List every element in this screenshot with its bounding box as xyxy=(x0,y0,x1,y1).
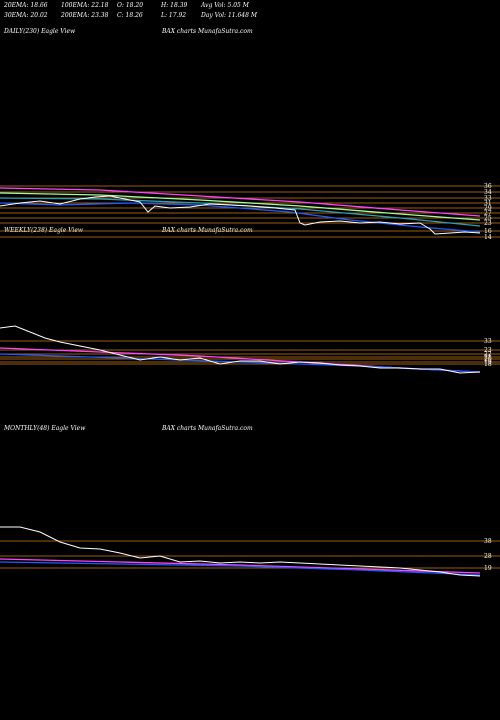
y-tick-label: 16 xyxy=(484,228,492,235)
monthly-site-label: BAX charts MunafaSutra.com xyxy=(162,425,253,432)
y-tick-label: 18 xyxy=(484,361,492,368)
ema_200-series xyxy=(0,187,481,217)
y-tick-label: 33 xyxy=(484,338,492,345)
daily-panel-label: DAILY(230) Eagle View xyxy=(4,28,76,35)
monthly-panel-label: MONTHLY(48) Eagle View xyxy=(4,425,86,432)
stat-low: L: 17.92 xyxy=(161,12,187,19)
price-series xyxy=(0,195,481,235)
y-tick-label: 29 xyxy=(484,205,492,212)
price-series xyxy=(0,325,481,374)
y-tick-label: 25 xyxy=(484,215,492,222)
y-tick-label: 22 xyxy=(484,351,492,358)
weekly-panel-label: WEEKLY(238) Eagle View xyxy=(4,227,84,234)
y-tick-label: 21 xyxy=(484,354,492,361)
stat-30ema: 30EMA: 20.02 xyxy=(4,12,48,19)
y-tick-label: 23 xyxy=(484,220,492,227)
y-tick-label: 38 xyxy=(484,538,492,545)
y-tick-label: 31 xyxy=(484,200,492,207)
y-tick-label: 19 xyxy=(484,359,492,366)
stat-day-vol: Day Vol: 11.648 M xyxy=(201,12,257,19)
stat-20ema: 20EMA: 18.66 xyxy=(4,2,48,9)
stat-high: H: 18.39 xyxy=(161,2,188,9)
y-tick-label: 23 xyxy=(484,347,492,354)
y-tick-label: 20 xyxy=(484,356,492,363)
y-tick-label: 34 xyxy=(484,189,492,196)
ema_fast-series xyxy=(0,561,481,576)
stat-100ema: 100EMA: 22.18 xyxy=(61,2,109,9)
ema_slow-series xyxy=(0,558,481,574)
y-tick-label: 27 xyxy=(484,210,492,217)
y-tick-label: 14 xyxy=(484,234,492,241)
price-series xyxy=(0,526,481,577)
daily-site-label: BAX charts MunafaSutra.com xyxy=(162,28,253,35)
y-tick-label: 33 xyxy=(484,195,492,202)
ema_fast-series xyxy=(0,202,481,233)
y-tick-label: 36 xyxy=(484,183,492,190)
weekly-site-label: BAX charts MunafaSutra.com xyxy=(162,227,253,234)
stat-avg-vol: Avg Vol: 5.05 M xyxy=(201,2,249,9)
stat-200ema: 200EMA: 23.38 xyxy=(61,12,109,19)
stat-close: C: 18.26 xyxy=(117,12,143,19)
y-tick-label: 19 xyxy=(484,565,492,572)
ema_slow-series xyxy=(0,192,481,221)
y-tick-label: 28 xyxy=(484,553,492,560)
stat-open: O: 18.20 xyxy=(117,2,144,9)
